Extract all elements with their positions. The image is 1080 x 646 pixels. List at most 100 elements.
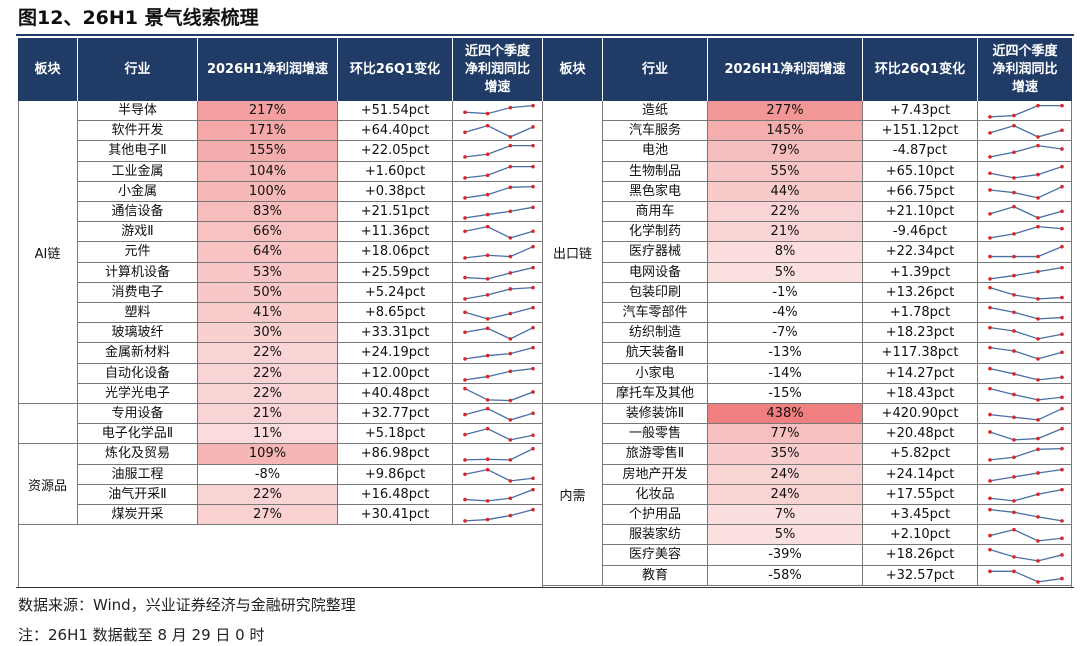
qoq-change-cell: +17.55pct	[863, 484, 978, 505]
table-right-border	[1071, 101, 1072, 587]
table-row-trend-cell	[978, 383, 1072, 404]
table-row-trend-cell	[453, 464, 543, 485]
trend-point	[508, 418, 513, 422]
trend-point	[1012, 569, 1016, 573]
trend-point	[1060, 519, 1064, 523]
table-row-trend-cell	[978, 404, 1072, 425]
trend-point	[1060, 350, 1064, 355]
growth-cell: -14%	[708, 363, 863, 384]
table-row-trend-cell	[453, 303, 543, 324]
table-row-trend-cell	[978, 202, 1072, 223]
table-row-trend-cell	[978, 464, 1072, 485]
table-row-trend-cell	[453, 161, 543, 182]
trend-point	[1036, 397, 1040, 402]
industry-cell: 计算机设备	[78, 262, 198, 283]
trend-point	[463, 296, 467, 301]
trend-point	[1012, 415, 1016, 420]
trend-sparkline	[463, 467, 535, 483]
trend-point	[485, 317, 490, 321]
qoq-change-cell: +65.10pct	[863, 161, 978, 182]
header-growth-left: 2026H1净利润增速	[198, 38, 338, 101]
growth-cell: 79%	[708, 141, 863, 162]
trend-point	[463, 412, 467, 417]
trend-point	[988, 569, 992, 573]
trend-point	[531, 366, 535, 371]
trend-sparkline	[463, 326, 535, 341]
table-row-trend-cell	[453, 505, 543, 526]
qoq-change-cell: +64.40pct	[338, 121, 453, 142]
growth-cell: -4%	[708, 303, 863, 324]
title-rule	[16, 34, 1074, 36]
qoq-change-cell: +18.23pct	[863, 323, 978, 344]
growth-cell: 64%	[198, 242, 338, 263]
trend-sparkline	[988, 184, 1064, 200]
qoq-change-cell: +25.59pct	[338, 262, 453, 283]
trend-sparkline	[988, 507, 1064, 523]
table-bottom-rule	[16, 587, 1074, 588]
qoq-change-cell: +51.54pct	[338, 101, 453, 122]
trend-point	[1036, 357, 1040, 362]
table-row-trend-cell	[453, 121, 543, 142]
trend-point	[1036, 135, 1040, 139]
table-row-trend-cell	[453, 262, 543, 283]
qoq-change-cell: +1.60pct	[338, 161, 453, 182]
growth-cell: 53%	[198, 262, 338, 283]
trend-point	[988, 326, 992, 330]
growth-cell: 55%	[708, 161, 863, 182]
header-trend-line3: 增速	[484, 79, 511, 95]
trend-point	[463, 130, 467, 135]
trend-point	[1036, 492, 1040, 496]
trend-sparkline	[988, 285, 1064, 301]
trend-point	[1060, 406, 1064, 411]
sector-cell: AI链	[18, 101, 78, 404]
table-row-trend-cell	[453, 181, 543, 202]
industry-cell: 汽车零部件	[603, 303, 708, 324]
growth-cell: 24%	[708, 464, 863, 485]
trend-point	[1036, 579, 1040, 584]
industry-cell: 消费电子	[78, 282, 198, 303]
trend-point	[1036, 317, 1040, 321]
growth-cell: 5%	[708, 525, 863, 546]
trend-point	[508, 105, 513, 110]
industry-cell: 房地产开发	[603, 464, 708, 485]
trend-point	[1036, 216, 1040, 220]
trend-sparkline	[463, 507, 535, 523]
growth-cell: 24%	[708, 484, 863, 505]
trend-line	[989, 307, 1063, 320]
trend-point	[463, 110, 467, 115]
growth-cell: 104%	[198, 161, 338, 182]
trend-point	[463, 472, 467, 476]
trend-line	[464, 407, 534, 421]
trend-line	[989, 105, 1062, 118]
trend-line	[989, 367, 1063, 381]
table-row-trend-cell	[453, 323, 543, 344]
table-row-trend-cell	[978, 363, 1072, 384]
table-row-trend-cell	[453, 101, 543, 122]
trend-sparkline	[988, 265, 1064, 281]
trend-sparkline	[988, 305, 1064, 321]
trend-point	[1036, 470, 1040, 475]
growth-cell: 145%	[708, 121, 863, 142]
trend-point	[1012, 329, 1016, 333]
industry-cell: 汽车服务	[603, 121, 708, 142]
trend-point	[463, 310, 467, 315]
trend-point	[1060, 315, 1064, 320]
qoq-change-cell: +32.57pct	[863, 565, 978, 586]
growth-cell: 44%	[708, 181, 863, 202]
growth-cell: -13%	[708, 343, 863, 364]
trend-point	[463, 175, 467, 180]
trend-point	[1012, 498, 1016, 503]
industry-cell: 黑色家电	[603, 181, 708, 202]
trend-point	[1060, 487, 1064, 492]
qoq-change-cell: +18.06pct	[338, 242, 453, 263]
trend-sparkline	[463, 245, 535, 261]
trend-point	[1036, 515, 1040, 519]
table-row-trend-cell	[978, 141, 1072, 162]
trend-point	[508, 286, 513, 291]
trend-point	[1036, 225, 1040, 229]
industry-cell: 小家电	[603, 363, 708, 384]
trend-line	[464, 185, 534, 199]
trend-point	[1012, 371, 1016, 376]
trend-point	[531, 476, 535, 480]
trend-sparkline	[463, 144, 535, 160]
